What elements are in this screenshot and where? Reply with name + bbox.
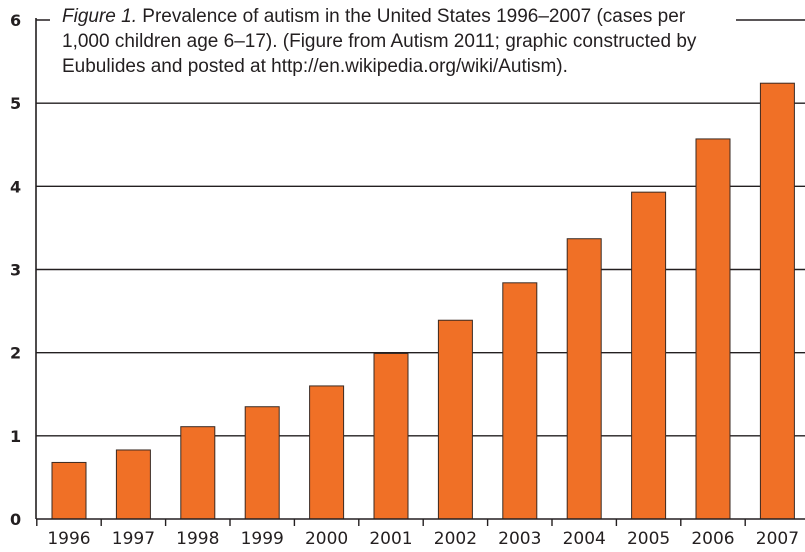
y-tick-label-6: 6 [10,11,21,30]
y-tick-label-3: 3 [10,261,21,280]
bar-2007 [759,82,795,520]
y-tick-label-0: 0 [10,510,21,529]
x-tick-label-1998: 1998 [176,529,219,549]
gridlines [36,19,805,437]
figure-caption-text: Prevalence of autism in the United State… [62,6,697,77]
x-tick-label-1997: 1997 [112,529,155,549]
x-tick-label-2005: 2005 [627,529,670,549]
figure-caption-lead: Figure 1. [62,6,137,27]
x-tick-label-2001: 2001 [369,529,412,549]
bar-1997 [115,449,151,520]
axes [35,18,805,526]
bar-2005 [631,191,667,520]
bar-1999 [244,406,280,520]
y-tick-labels: 0 1 2 3 4 5 6 [10,11,21,529]
figure-caption: Figure 1. Prevalence of autism in the Un… [50,4,736,79]
y-tick-label-2: 2 [10,344,21,363]
x-tick-label-2004: 2004 [563,529,606,549]
x-tick-label-2007: 2007 [756,529,799,549]
y-tick-label-1: 1 [10,427,21,446]
bar-2004 [566,238,602,520]
x-tick-labels: 1996 1997 1998 1999 2000 2001 2002 2003 2004 2005… [47,529,799,549]
bar-2002 [437,319,473,520]
x-tick-label-2006: 2006 [691,529,734,549]
y-tick-label-5: 5 [10,94,21,113]
bar-1996 [51,461,87,520]
x-tick-label-2002: 2002 [434,529,477,549]
x-tick-label-1999: 1999 [241,529,284,549]
bar-2001 [373,352,409,520]
x-tick-label-2000: 2000 [305,529,348,549]
bar-2003 [502,282,538,520]
bars [51,82,795,520]
bar-2000 [309,385,345,520]
x-tick-label-2003: 2003 [498,529,541,549]
bar-1998 [180,426,216,520]
y-tick-label-4: 4 [10,177,21,196]
bar-2006 [695,138,731,520]
x-tick-label-1996: 1996 [47,529,90,549]
